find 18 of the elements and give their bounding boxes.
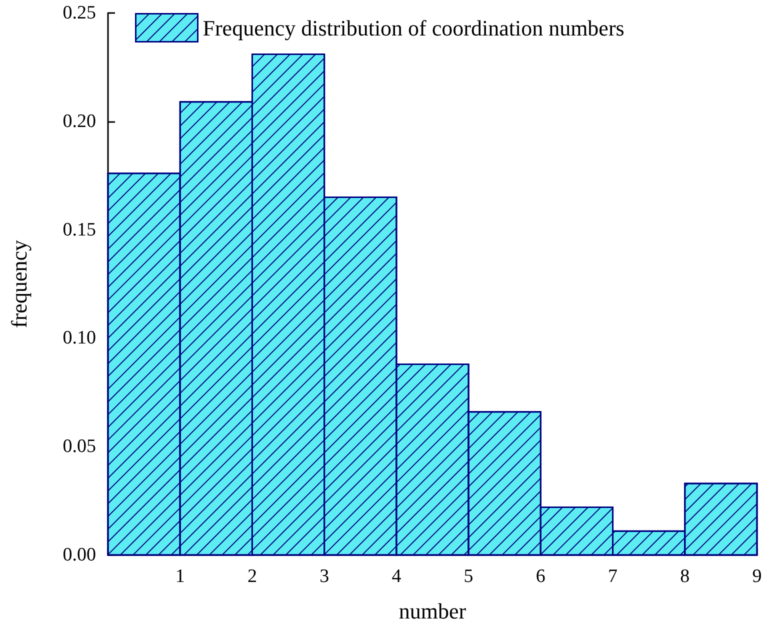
y-tick-label: 0.00	[62, 544, 96, 566]
x-tick-label: 7	[608, 566, 618, 587]
x-tick-label: 3	[320, 566, 330, 587]
y-tick-label: 0.20	[62, 110, 96, 132]
x-tick-label: 6	[536, 566, 546, 587]
y-tick-label: 0.05	[62, 436, 96, 458]
x-tick-label: 2	[247, 566, 257, 587]
y-axis-title: frequency	[6, 240, 32, 328]
y-tick-label: 0.25	[62, 2, 96, 24]
legend-label: Frequency distribution of coordination numbers	[202, 15, 624, 40]
x-tick-label: 1	[175, 566, 185, 587]
x-tick-label: 5	[464, 566, 474, 587]
x-axis-title: number	[398, 598, 467, 624]
x-tick-label: 4	[392, 566, 402, 587]
x-tick-label: 8	[680, 566, 690, 587]
y-tick-label: 0.15	[62, 219, 96, 240]
y-tick-label: 0.10	[62, 328, 96, 349]
x-tick-label: 9	[752, 566, 762, 587]
